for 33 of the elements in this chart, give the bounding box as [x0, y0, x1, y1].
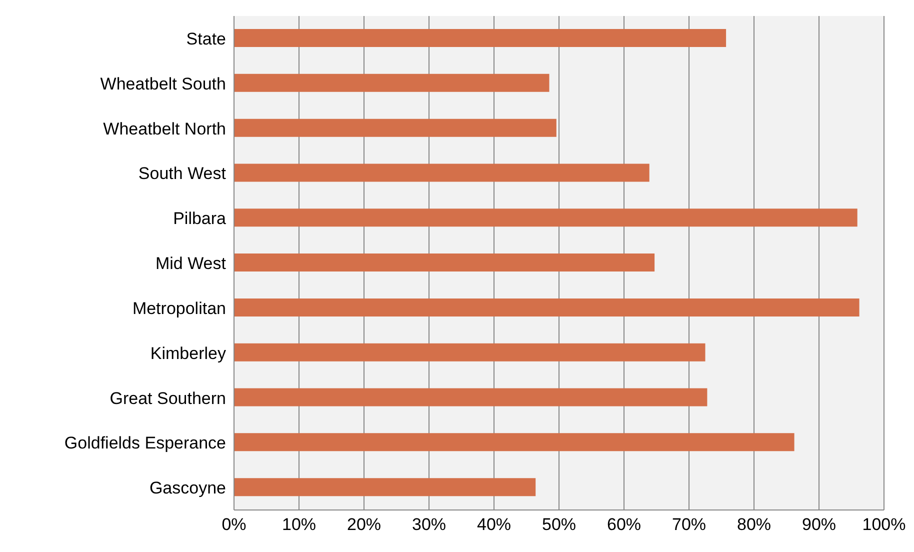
bar	[234, 298, 860, 316]
bar	[234, 208, 858, 227]
x-tick-label: 0%	[222, 515, 246, 534]
bar	[234, 29, 726, 47]
bar	[234, 254, 655, 272]
x-tick-label: 70%	[672, 515, 706, 534]
x-tick-label: 100%	[862, 515, 906, 534]
y-tick-label: Wheatbelt South	[100, 74, 226, 94]
bar	[234, 74, 550, 92]
y-tick-label: Kimberley	[150, 344, 226, 363]
bar	[234, 388, 708, 406]
y-tick-label: Pilbara	[173, 209, 227, 228]
x-tick-label: 40%	[476, 515, 512, 534]
y-tick-label: Gascoyne	[149, 478, 226, 498]
y-tick-label: State	[186, 29, 226, 48]
bar	[234, 118, 556, 137]
bar	[234, 478, 536, 496]
bar	[234, 343, 706, 362]
y-tick-label: Wheatbelt North	[103, 119, 226, 138]
bar	[234, 164, 650, 182]
x-tick-label: 30%	[412, 515, 446, 534]
x-tick-label: 60%	[606, 515, 642, 534]
y-tick-label: South West	[138, 164, 226, 184]
x-tick-label: 50%	[542, 515, 576, 534]
x-tick-label: 80%	[736, 515, 772, 534]
x-tick-label: 10%	[282, 515, 316, 534]
y-tick-label: Mid West	[155, 254, 226, 274]
x-tick-label: 20%	[346, 515, 382, 534]
y-tick-label: Goldfields Esperance	[64, 434, 226, 453]
bar	[234, 433, 794, 452]
y-tick-label: Metropolitan	[132, 298, 226, 318]
x-tick-label: 90%	[802, 515, 836, 534]
y-tick-label: Great Southern	[110, 388, 226, 408]
